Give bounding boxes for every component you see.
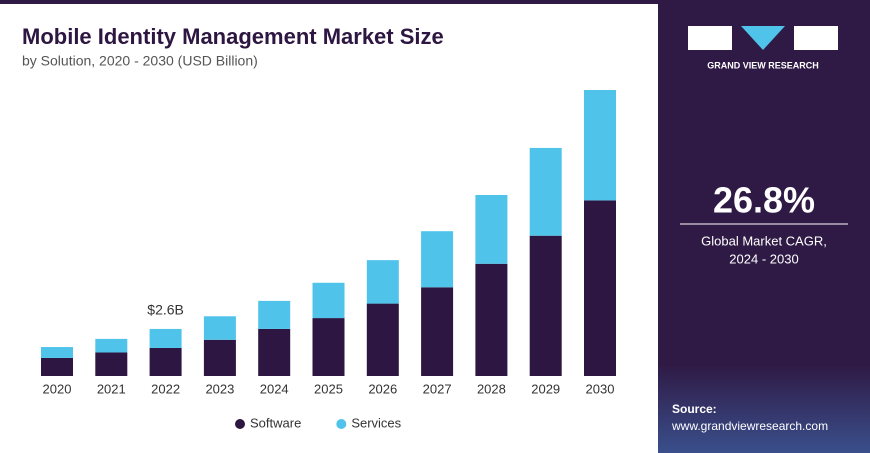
bar-segment bbox=[41, 347, 73, 358]
bar-segment bbox=[95, 352, 128, 376]
side-wave bbox=[658, 365, 870, 453]
x-tick-label: 2026 bbox=[368, 381, 397, 396]
bar-segment bbox=[421, 287, 454, 376]
legend-label: Software bbox=[250, 415, 301, 430]
x-tick-label: 2028 bbox=[477, 381, 506, 396]
chart-title: Mobile Identity Management Market Size bbox=[22, 24, 444, 49]
chart-subtitle: by Solution, 2020 - 2030 (USD Billion) bbox=[22, 53, 258, 69]
legend-swatch bbox=[235, 419, 245, 429]
bar-segment bbox=[41, 357, 73, 376]
source-url: www.grandviewresearch.com bbox=[671, 419, 828, 433]
bar-segment bbox=[203, 339, 236, 376]
bar-segment bbox=[258, 300, 291, 329]
x-tick-label: 2029 bbox=[531, 381, 560, 396]
bar-segment bbox=[149, 347, 182, 376]
cagr-caption: Global Market CAGR, bbox=[701, 233, 827, 248]
bar-segment bbox=[149, 328, 182, 348]
top-strip bbox=[0, 0, 658, 4]
bar-segment bbox=[95, 338, 128, 353]
logo-triangle bbox=[741, 26, 785, 50]
x-tick-label: 2030 bbox=[586, 381, 615, 396]
bar-segment bbox=[421, 231, 454, 288]
bar-segment bbox=[529, 235, 562, 376]
legend-label: Services bbox=[351, 415, 401, 430]
bar-segment bbox=[312, 282, 345, 319]
bar-segment bbox=[366, 303, 399, 376]
cagr-value: 26.8% bbox=[713, 180, 815, 221]
legend-swatch bbox=[336, 419, 347, 429]
x-tick-label: 2023 bbox=[205, 381, 234, 396]
x-tick-label: 2025 bbox=[314, 381, 343, 396]
bar-segment bbox=[475, 194, 508, 264]
cagr-caption: 2024 - 2030 bbox=[729, 251, 798, 266]
bar-segment bbox=[312, 318, 345, 376]
bar-segment bbox=[584, 90, 616, 201]
x-tick-label: 2020 bbox=[43, 381, 72, 396]
bar-segment bbox=[366, 260, 399, 304]
x-tick-label: 2021 bbox=[97, 381, 126, 396]
source-label: Source: bbox=[672, 402, 717, 416]
bar-segment bbox=[584, 200, 616, 376]
logo-box bbox=[688, 26, 732, 50]
brand: GRAND VIEW RESEARCH bbox=[707, 60, 819, 70]
bar-segment bbox=[258, 328, 291, 376]
x-tick-label: 2022 bbox=[151, 381, 180, 396]
logo-box bbox=[794, 26, 838, 50]
bar-segment bbox=[203, 316, 236, 340]
x-tick-label: 2024 bbox=[260, 381, 289, 396]
x-tick-label: 2027 bbox=[423, 381, 452, 396]
annotation: $2.6B bbox=[147, 302, 184, 318]
bar-segment bbox=[529, 147, 562, 236]
bar-segment bbox=[475, 263, 508, 376]
